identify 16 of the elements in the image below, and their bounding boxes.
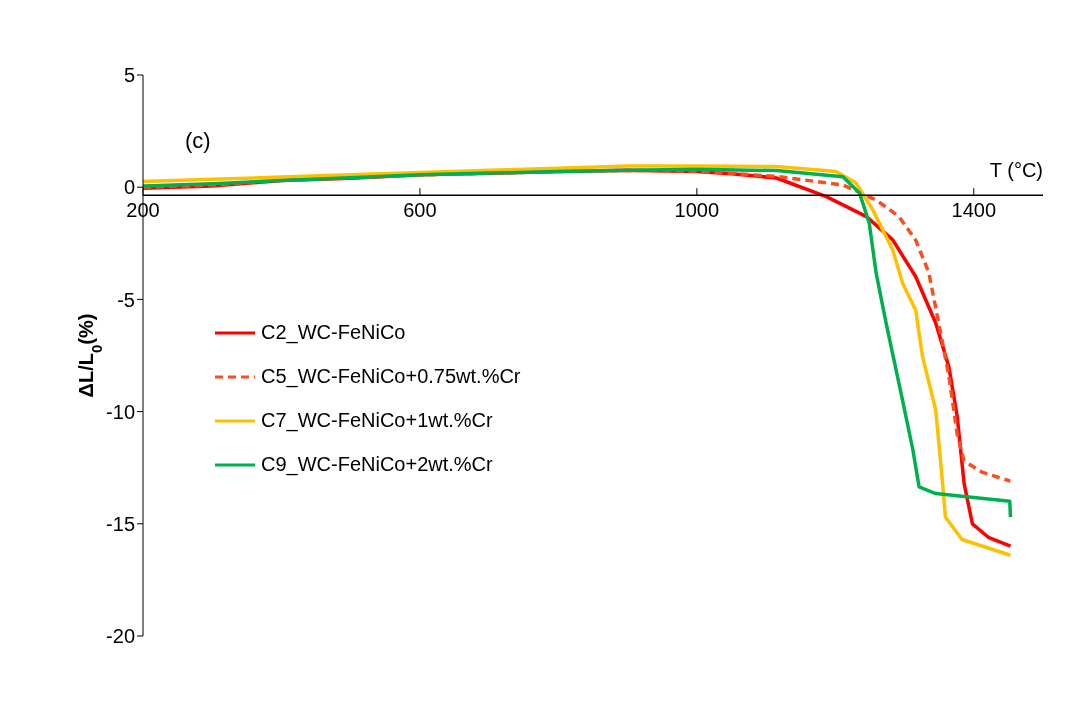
legend-label: C7_WC-FeNiCo+1wt.%Cr bbox=[261, 409, 493, 433]
y-tick-label: -20 bbox=[106, 625, 135, 648]
annotation: (c) bbox=[185, 127, 211, 153]
x-tick-label: 1400 bbox=[951, 199, 997, 222]
legend-label: C2_WC-FeNiCo bbox=[261, 321, 406, 345]
x-tick-label: 200 bbox=[126, 199, 160, 222]
y-tick-label: 0 bbox=[123, 176, 135, 199]
y-tick-label: -15 bbox=[106, 512, 135, 535]
y-tick-label: -5 bbox=[117, 288, 135, 311]
y-tick-label: 5 bbox=[123, 64, 135, 87]
x-tick-label: 1000 bbox=[674, 199, 720, 222]
x-axis-title: T (°C) bbox=[989, 159, 1043, 182]
y-tick-label: -10 bbox=[106, 400, 135, 423]
legend-label: C9_WC-FeNiCo+2wt.%Cr bbox=[261, 453, 493, 477]
legend-label: C5_WC-FeNiCo+0.75wt.%Cr bbox=[261, 365, 521, 389]
x-tick-label: 600 bbox=[403, 199, 437, 222]
